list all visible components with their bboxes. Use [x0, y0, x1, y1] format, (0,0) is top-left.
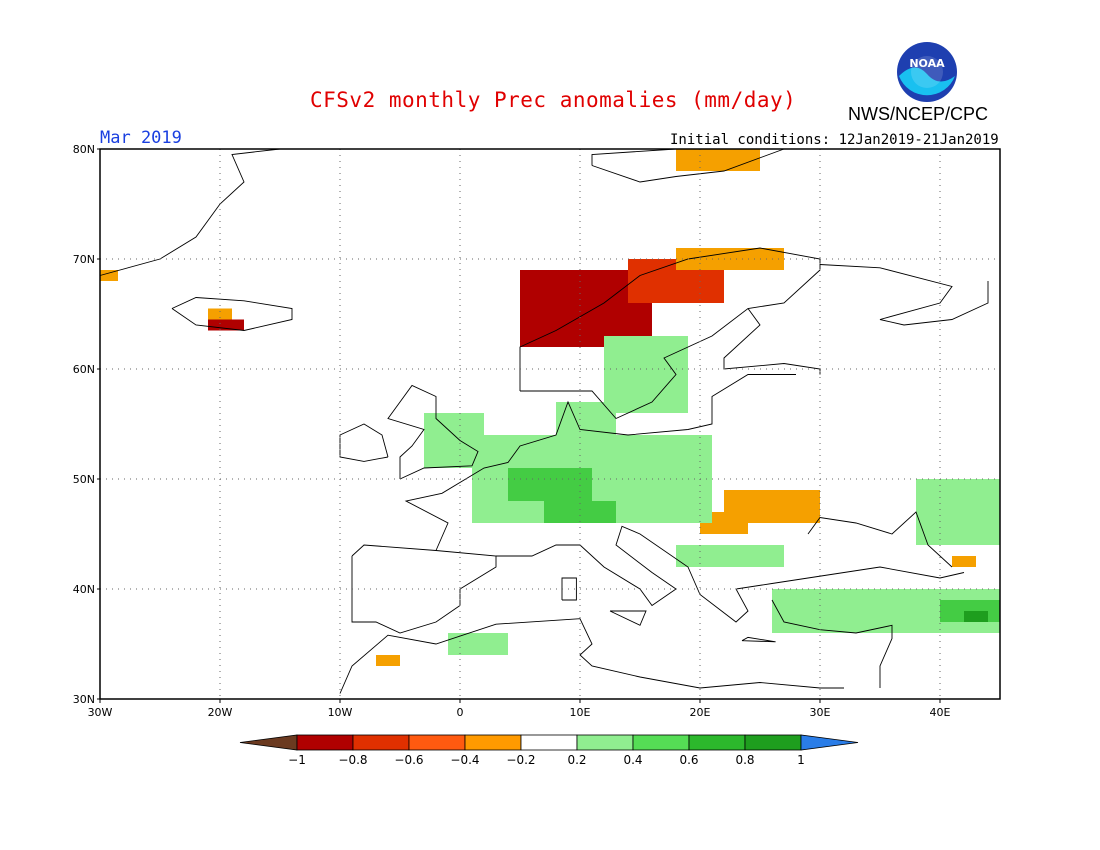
coastline-13 [561, 577, 577, 601]
agency-label: NWS/NCEP/CPC [848, 104, 989, 124]
coastline-0 [519, 247, 821, 420]
anomaly-caucasus-wet [916, 479, 1000, 545]
initial-conditions: Initial conditions: 12Jan2019-21Jan2019 [670, 132, 999, 148]
coastline-15 [741, 636, 776, 643]
colorbar: −1 −0.8 −0.6 −0.4 −0.2 0.2 0.4 0.6 0.8 1 [239, 734, 859, 767]
anomaly-svalbard-dry [676, 149, 760, 171]
anomaly-iceland-dry [208, 319, 244, 331]
lat-label: 30N [73, 693, 95, 706]
lon-label: 30E [810, 706, 831, 719]
colorbar-segment [464, 734, 522, 751]
graticule [100, 149, 1000, 699]
noaa-logo-text: NOAA [909, 57, 945, 70]
anomaly-sweden-wet [604, 336, 688, 413]
latitude-labels: 30N 40N 50N 60N 70N 80N [73, 143, 100, 706]
lon-label: 20E [690, 706, 711, 719]
coastline-1 [723, 308, 821, 375]
coastline-11 [99, 148, 281, 276]
anomaly-germany-wet [508, 468, 592, 501]
coastline-10 [171, 297, 293, 331]
anomaly-balkans-wet [676, 545, 784, 567]
coastline-14 [609, 610, 647, 626]
forecast-month: Mar 2019 [100, 128, 182, 148]
longitude-labels: 30W 20W 10W 0 10E 20E 30E 40E [88, 699, 951, 719]
coastline-16 [819, 264, 989, 326]
colorbar-high-triangle [800, 734, 859, 751]
lon-label: 30W [88, 706, 113, 719]
lon-label: 40E [930, 706, 951, 719]
colorbar-segment [688, 734, 746, 751]
colorbar-tick-label: −1 [288, 753, 306, 767]
colorbar-segment [296, 734, 354, 751]
colorbar-segment [408, 734, 466, 751]
lon-label: 10E [570, 706, 591, 719]
coastline-7 [771, 599, 893, 688]
anomaly-caucasus-dry [952, 556, 976, 567]
colorbar-tick-label: −0.6 [394, 753, 423, 767]
colorbar-segment [632, 734, 690, 751]
coastline-3 [339, 423, 389, 462]
anomaly-layer [100, 149, 1000, 666]
noaa-logo: NOAA [897, 42, 957, 102]
anomaly-greenland-edge-dry [100, 270, 118, 281]
colorbar-segment [520, 734, 578, 751]
lat-label: 80N [73, 143, 95, 156]
coastline-12 [591, 148, 785, 183]
lat-label: 60N [73, 363, 95, 376]
anomaly-morocco-dry [376, 655, 400, 666]
lon-label: 20W [208, 706, 233, 719]
map-title: CFSv2 monthly Prec anomalies (mm/day) [310, 88, 797, 112]
colorbar-tick-label: −0.4 [450, 753, 479, 767]
colorbar-tick-label: 0.4 [623, 753, 642, 767]
colorbar-segment [744, 734, 802, 751]
colorbar-tick-label: −0.2 [506, 753, 535, 767]
lon-label: 10W [328, 706, 353, 719]
colorbar-tick-label: 0.6 [679, 753, 698, 767]
lat-label: 70N [73, 253, 95, 266]
anomaly-alps-wet [544, 501, 616, 523]
coastline-9 [339, 618, 844, 694]
lon-label: 0 [457, 706, 464, 719]
colorbar-segment [576, 734, 634, 751]
coastline-5 [404, 374, 796, 551]
colorbar-tick-label: 1 [797, 753, 805, 767]
anomaly-iceland-fringe-dry [208, 308, 232, 320]
colorbar-low-triangle [239, 734, 298, 751]
lat-label: 50N [73, 473, 95, 486]
lat-label: 40N [73, 583, 95, 596]
coastline-2 [387, 384, 479, 480]
colorbar-tick-label: 0.2 [567, 753, 586, 767]
coastline-8 [807, 511, 953, 568]
colorbar-tick-label: 0.8 [735, 753, 754, 767]
anomaly-north-africa-wet [448, 633, 508, 655]
map-frame [99, 148, 1001, 700]
colorbar-tick-label: −0.8 [338, 753, 367, 767]
coastline-6 [496, 525, 965, 623]
colorbar-segment [352, 734, 410, 751]
anomaly-east-wet-high [964, 611, 988, 622]
